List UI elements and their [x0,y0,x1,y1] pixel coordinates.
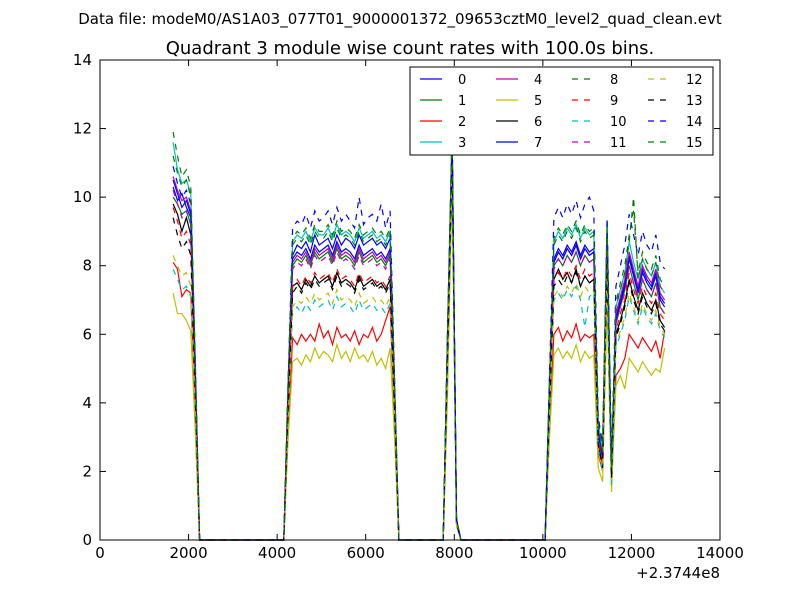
axis-ticks: 0 2000 4000 6000 8000 10000 12000 1400002468101… [73,51,744,562]
x-axis-offset-label: +2.3744e8 [636,564,720,582]
y-tick-label: 2 [82,462,92,480]
y-tick-label: 8 [82,257,92,275]
legend-label-6: 6 [534,115,542,130]
plot-frame [99,59,721,541]
legend-label-13: 13 [686,94,703,109]
x-tick-label: 12000 [608,544,656,562]
y-tick-label: 14 [73,51,92,69]
x-tick-label: 0 [95,544,105,562]
legend-label-5: 5 [534,94,542,109]
y-tick-label: 12 [73,120,92,138]
legend-label-7: 7 [534,136,542,151]
x-tick-label: 14000 [696,544,744,562]
y-tick-label: 0 [82,531,92,549]
x-tick-label: 4000 [258,544,296,562]
legend-label-11: 11 [610,136,627,151]
legend-label-2: 2 [458,115,466,130]
chart-title: Quadrant 3 module wise count rates with … [166,38,655,59]
legend-label-8: 8 [610,73,618,88]
x-tick-label: 2000 [169,544,207,562]
series-line-9 [172,152,666,541]
x-tick-label: 8000 [435,544,473,562]
legend-label-4: 4 [534,73,542,88]
legend-label-9: 9 [610,94,618,109]
legend-label-1: 1 [458,94,466,109]
x-tick-label: 6000 [347,544,385,562]
x-tick-label: 10000 [519,544,567,562]
figure-suptitle: Data file: modeM0/AS1A03_077T01_90000013… [78,10,722,29]
legend-label-3: 3 [458,136,466,151]
legend-label-10: 10 [610,115,627,130]
legend-label-14: 14 [686,115,703,130]
legend-box [409,66,714,156]
legend-label-12: 12 [686,73,703,88]
series-line-14 [172,128,666,541]
legend-label-0: 0 [458,73,466,88]
y-tick-label: 10 [73,188,92,206]
series-line-15 [172,131,666,541]
legend-label-15: 15 [686,136,703,151]
series-layer [172,128,666,541]
y-tick-label: 4 [82,394,92,412]
y-tick-label: 6 [82,325,92,343]
